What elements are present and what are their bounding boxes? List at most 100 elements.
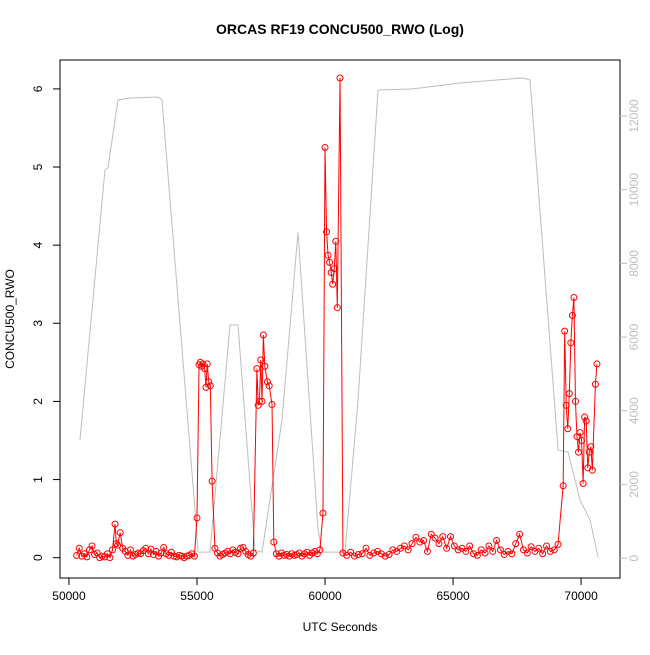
data-point: [523, 549, 531, 557]
data-point: [350, 552, 358, 560]
data-point: [111, 520, 119, 528]
data-point: [199, 360, 207, 368]
data-point: [539, 550, 547, 558]
data-point: [324, 251, 332, 259]
data-point: [377, 550, 385, 558]
data-point: [404, 546, 412, 554]
data-point: [370, 549, 378, 557]
data-point: [354, 551, 362, 559]
data-point: [259, 331, 267, 339]
data-point: [400, 542, 408, 550]
x-tick-label: 60000: [308, 589, 342, 603]
data-point: [112, 540, 120, 548]
data-point: [126, 546, 134, 554]
data-point: [203, 360, 211, 368]
plot-frame: [59, 59, 621, 579]
y-tick-label: 6: [31, 85, 45, 92]
x-tick-label: 70000: [564, 589, 598, 603]
data-point: [565, 390, 573, 398]
y2-tick-label: 6000: [627, 323, 641, 350]
data-point: [249, 549, 257, 557]
y2-tick-label: 12000: [627, 99, 641, 133]
data-point: [255, 397, 263, 405]
data-point: [333, 304, 341, 312]
data-point: [446, 533, 454, 541]
data-point: [190, 552, 198, 560]
data-point: [462, 547, 470, 555]
y-tick-label: 1: [31, 476, 45, 483]
data-point: [443, 544, 451, 552]
data-point: [319, 509, 327, 517]
data-point: [550, 546, 558, 554]
data-point: [261, 362, 269, 370]
series-line: [76, 77, 598, 559]
data-point: [508, 550, 516, 558]
data-point: [431, 534, 439, 542]
data-point: [108, 546, 116, 554]
data-point: [270, 538, 278, 546]
data-point: [473, 551, 481, 559]
data-point: [254, 401, 262, 409]
x-tick-label: 55000: [180, 589, 214, 603]
data-point: [329, 280, 337, 288]
data-point: [582, 417, 590, 425]
data-point: [366, 551, 374, 559]
data-point: [321, 144, 329, 152]
data-point: [561, 327, 569, 335]
data-point: [347, 548, 355, 556]
data-point: [416, 538, 424, 546]
data-point: [470, 550, 478, 558]
x-tick-label: 65000: [436, 589, 470, 603]
data-point: [481, 549, 489, 557]
y-axis-label: CONCU500_RWO: [3, 269, 17, 369]
data-point: [564, 425, 572, 433]
y-tick-label: 4: [31, 242, 45, 249]
data-point: [208, 477, 216, 485]
data-point: [435, 540, 443, 548]
data-point: [116, 529, 124, 537]
y-tick-label: 2: [31, 398, 45, 405]
data-point: [535, 544, 543, 552]
data-point: [450, 542, 458, 550]
data-point: [493, 536, 501, 544]
data-point: [408, 540, 416, 548]
data-point: [358, 550, 366, 558]
y-tick-label: 0: [31, 554, 45, 561]
x-axis-label: UTC Seconds: [303, 620, 378, 634]
data-point: [389, 546, 397, 554]
data-point: [579, 479, 587, 487]
data-point: [258, 397, 266, 405]
data-point: [427, 530, 435, 538]
y2-tick-label: 2000: [627, 471, 641, 498]
y-tick-label: 3: [31, 320, 45, 327]
y-tick-label: 5: [31, 163, 45, 170]
y2-tick-label: 8000: [627, 250, 641, 277]
data-point: [576, 429, 584, 437]
data-point: [265, 382, 273, 390]
data-point: [593, 360, 601, 368]
data-point: [466, 542, 474, 550]
data-point: [381, 552, 389, 560]
data-point: [374, 547, 382, 555]
data-point: [571, 397, 579, 405]
data-point: [567, 339, 575, 347]
data-point: [362, 544, 370, 552]
data-point: [439, 533, 447, 541]
data-point: [234, 550, 242, 558]
data-point: [160, 544, 168, 552]
data-point: [106, 554, 114, 562]
data-point: [554, 540, 562, 548]
data-point: [587, 443, 595, 451]
data-point: [527, 543, 535, 551]
data-point: [516, 530, 524, 538]
x-tick-label: 50000: [52, 589, 86, 603]
data-point: [588, 466, 596, 474]
data-point: [205, 378, 213, 386]
data-point: [575, 448, 583, 456]
data-point: [316, 546, 324, 554]
data-point: [257, 356, 265, 364]
data-point: [206, 382, 214, 390]
data-point: [543, 542, 551, 550]
